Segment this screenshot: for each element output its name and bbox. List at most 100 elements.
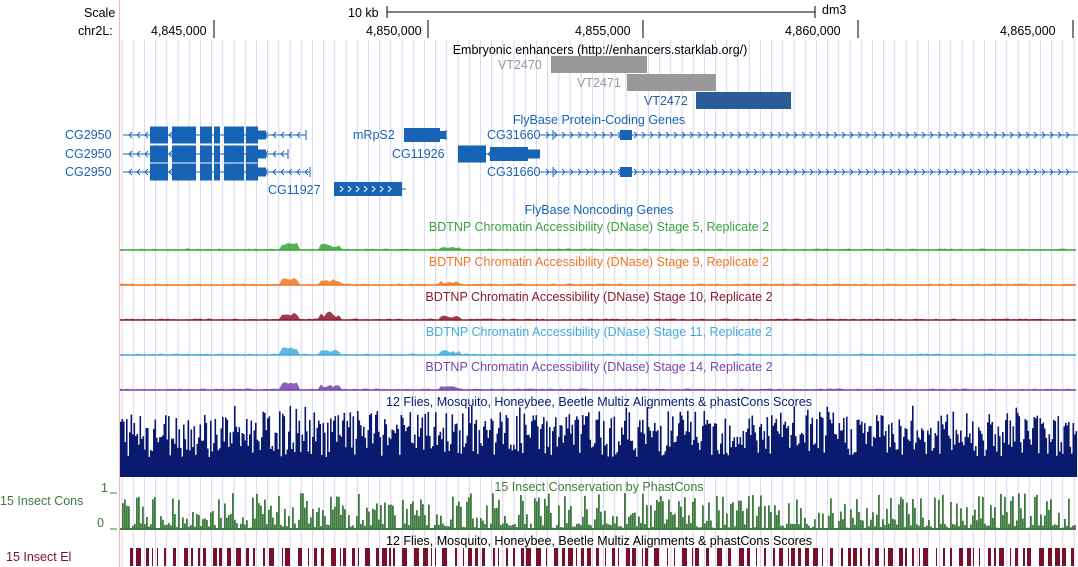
multiz-bar [1069,446,1072,477]
multiz-bar [289,406,292,477]
dnase-stage9-track-title[interactable]: BDTNP Chromatin Accessibility (DNase) St… [428,255,770,269]
multiz-bar [148,456,151,477]
phastcons-bar [828,515,830,529]
phastcons-bar [740,500,742,529]
gene-label[interactable]: mRpS2 [353,128,395,142]
multiz-bar [702,426,704,477]
multiz-bar [783,424,785,477]
multiz-bar [742,431,745,477]
multiz-bar [468,407,470,477]
strand-arrow [729,168,734,176]
enhancer-label[interactable]: VT2472 [644,94,688,108]
phastcons-bar [474,527,476,529]
flybase-noncoding-track-title[interactable]: FlyBase Noncoding Genes [524,203,674,217]
conserved-element [1023,548,1025,566]
multiz-bar [759,426,761,477]
enhancer-label[interactable]: VT2470 [498,58,542,72]
multiz-bar [334,416,337,477]
multiz-bar [819,412,821,477]
phastcons-bar [932,528,934,529]
phastcons-bar [274,524,276,529]
dnase-stage11-track-title[interactable]: BDTNP Chromatin Accessibility (DNase) St… [425,325,773,339]
multiz-bar [450,444,452,477]
multiz-bar [940,415,943,477]
phastcons-bar [690,523,692,529]
conserved-element [798,548,801,566]
flybase-coding-track-title[interactable]: FlyBase Protein-Coding Genes [512,113,686,127]
gene-label[interactable]: CG31660 [487,165,541,179]
multiz-bar [150,449,152,477]
phastcons-bar [676,527,678,529]
strand-arrow [953,168,958,176]
multiz-bar [747,428,749,477]
gene-label[interactable]: CG2950 [65,147,112,161]
gene-label[interactable]: CG11927 [268,183,321,197]
phastcons-bar [650,505,652,529]
multiz-track-title[interactable]: 12 Flies, Mosquito, Honeybee, Beetle Mul… [386,395,812,409]
multiz-bar [672,416,674,477]
phastcons-bar [1028,527,1030,529]
gene-label[interactable]: CG31660 [487,128,541,142]
strand-arrow [371,185,376,193]
multiz-bar [238,427,241,477]
multiz-bar [717,450,719,477]
phastcons-bar [606,523,608,529]
elements-track-title[interactable]: 12 Flies, Mosquito, Honeybee, Beetle Mul… [386,534,812,548]
phastcons-bar [406,508,408,529]
phastcons-bar [640,523,642,529]
multiz-bar [637,427,640,477]
multiz-bar [304,406,307,477]
multiz-bar [868,426,871,477]
strand-arrow [641,168,646,176]
strand-arrow [577,168,582,176]
phastcons-track-title[interactable]: 15 Insect Conservation by PhastCons [494,480,704,494]
phastcons-bar [460,506,462,529]
phastcons-bar [502,523,504,529]
phastcons-bar [656,499,658,529]
multiz-bar [594,443,596,477]
multiz-bar [489,429,491,477]
gene-label[interactable]: CG11926 [392,147,445,161]
multiz-bar [387,445,389,477]
enhancers-track-title[interactable]: Embryonic enhancers (http://enhancers.st… [452,43,748,57]
ruler-tick-label: 4,865,000 [1000,24,1056,38]
enhancer-label[interactable]: VT2471 [577,76,621,90]
dnase-stage10-track-title[interactable]: BDTNP Chromatin Accessibility (DNase) St… [425,290,773,304]
phastcons-bar [646,505,648,529]
dnase-stage5-track-title[interactable]: BDTNP Chromatin Accessibility (DNase) St… [428,220,770,234]
strand-arrow [897,131,902,139]
gene-label[interactable]: CG2950 [65,128,112,142]
phastcons-bar [922,517,924,529]
multiz-bar [877,421,880,477]
multiz-bar [712,426,715,477]
multiz-bar [729,425,731,477]
phastcons-bar [858,511,860,529]
strand-arrow [272,131,277,139]
phastcons-bar [158,527,160,529]
dnase-stage14-track-title[interactable]: BDTNP Chromatin Accessibility (DNase) St… [425,360,773,374]
multiz-bar [969,433,971,477]
multiz-bar [760,423,763,477]
multiz-bar [501,421,503,477]
gene-label[interactable]: CG2950 [65,165,112,179]
multiz-bar [798,443,800,477]
multiz-bar [1045,437,1048,477]
multiz-bar [310,454,313,477]
multiz-bar [651,437,653,477]
multiz-bar [685,431,688,477]
strand-arrow [272,150,277,158]
multiz-bar [738,444,740,477]
multiz-bar [592,446,595,477]
phastcons-bar [320,526,322,529]
phastcons-bar [556,524,558,529]
multiz-bar [570,433,572,477]
multiz-bar [1074,434,1076,477]
phastcons-bar [954,524,956,529]
phastcons-bar [696,526,698,529]
phastcons-bar [1004,496,1006,529]
phastcons-bar [1058,512,1060,529]
multiz-bar [763,431,766,477]
conserved-element [739,548,744,566]
phastcons-bar [334,506,336,529]
